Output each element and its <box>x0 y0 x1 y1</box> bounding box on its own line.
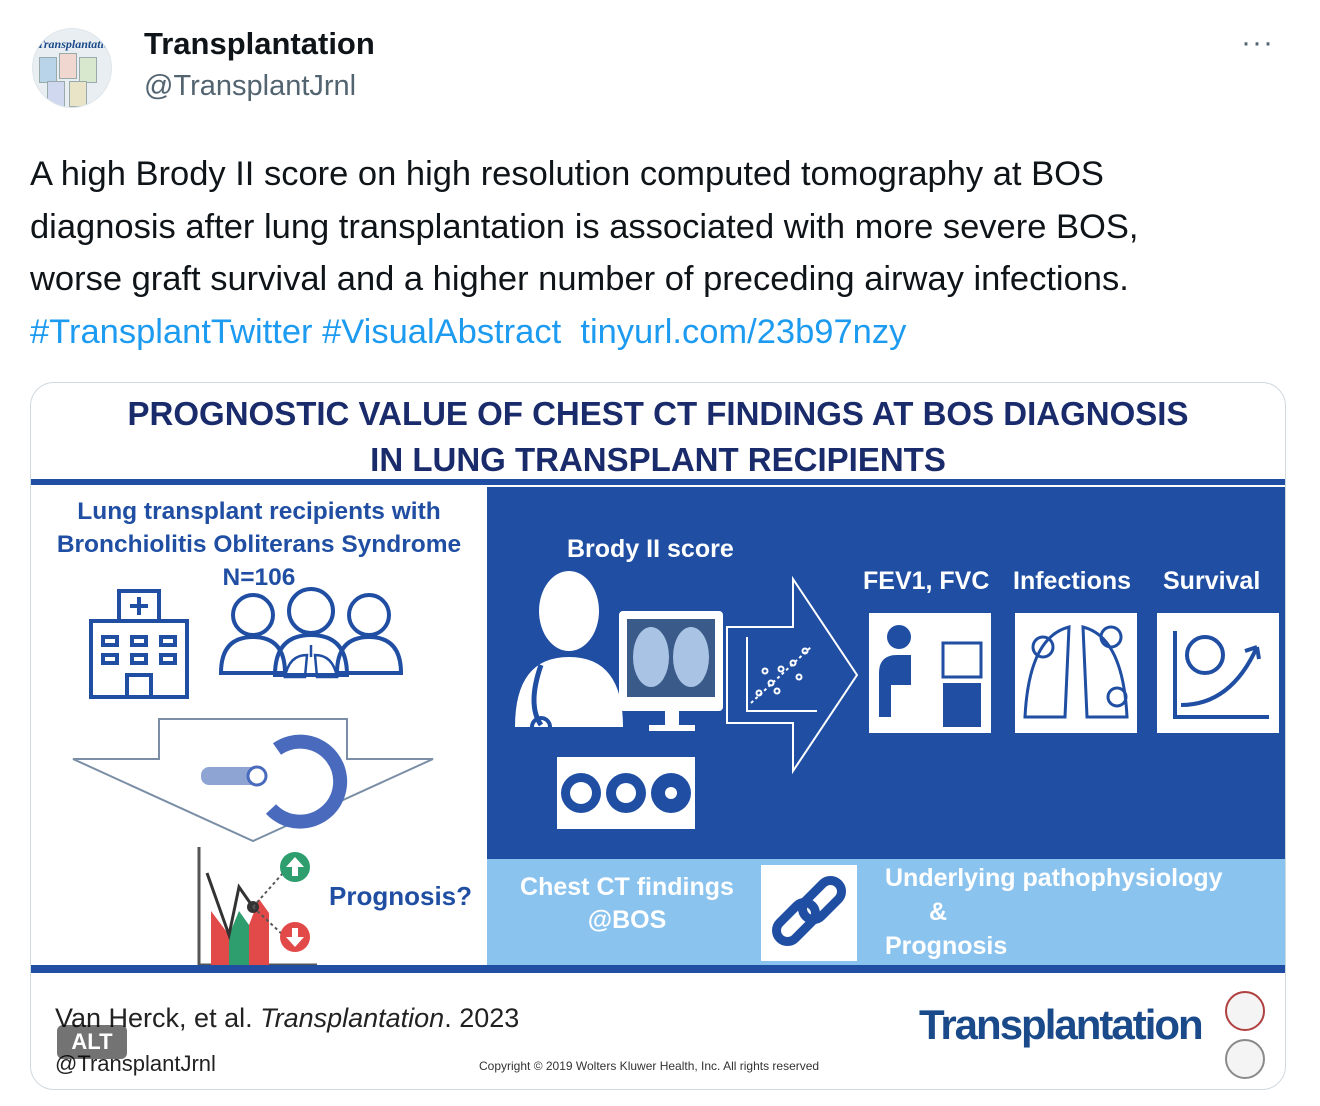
profile-avatar[interactable]: Transplantation <box>32 28 112 108</box>
population-count: N=106 <box>222 564 296 591</box>
citation: Van Herck, et al. Transplantation. 2023 <box>55 1003 519 1034</box>
abstract-title-line: IN LUNG TRANSPLANT RECIPIENTS <box>370 441 946 478</box>
population-line: Bronchiolitis Obliterans Syndrome <box>56 531 462 558</box>
population-heading: Lung transplant recipients with Bronchio… <box>31 495 487 594</box>
left-panel-graphics <box>72 587 434 965</box>
url-link[interactable]: tinyurl.com/23b97nzy <box>580 312 907 351</box>
visual-abstract-image[interactable]: PROGNOSTIC VALUE OF CHEST CT FINDINGS AT… <box>30 382 1286 1090</box>
ct-findings-label: Chest CT findings @BOS <box>517 873 737 935</box>
chain-link-icon <box>761 865 857 961</box>
lungs-icon <box>283 645 339 679</box>
brody-label: Brody II score <box>567 535 734 563</box>
author-display-name[interactable]: Transplantation <box>144 26 375 61</box>
author-handle[interactable]: @TransplantJrnl <box>144 70 357 102</box>
copyright-text: Copyright © 2019 Wolters Kluwer Health, … <box>479 1059 820 1073</box>
abstract-title: PROGNOSTIC VALUE OF CHEST CT FINDINGS AT… <box>31 391 1285 483</box>
conclusion-band: Chest CT findings @BOS Underlying pathop… <box>487 859 1285 965</box>
prognosis-label: Prognosis? <box>329 881 473 911</box>
society-seal-icon <box>1225 1039 1265 1079</box>
conclusion-line: Prognosis <box>885 932 1008 960</box>
ct-slices-icon <box>557 757 695 829</box>
outcome-survival-label: Survival <box>1163 567 1261 595</box>
tweet-text-line: diagnosis after lung transplantation is … <box>30 207 1139 246</box>
hashtag-link[interactable]: #TransplantTwitter <box>30 312 313 351</box>
avatar-cover-thumb <box>39 57 57 83</box>
people-icon <box>218 587 404 677</box>
conclusion-line: & <box>929 898 948 926</box>
right-arrow-icon <box>726 575 859 775</box>
avatar-cover-thumb <box>47 81 65 107</box>
tweet-text-line: worse graft survival and a higher number… <box>30 260 1129 298</box>
down-arrow-red-icon <box>280 922 310 952</box>
avatar-brand-text: Transplantation <box>37 37 112 51</box>
tweet-text-line: A high Brody II score on high resolution… <box>30 155 1104 193</box>
doctor-icon <box>515 571 623 738</box>
ct-scanner-icon <box>201 734 348 829</box>
methods-panel: Brody II score FEV1, FVC Infections Surv… <box>487 487 1285 859</box>
avatar-cover-thumb <box>59 53 77 79</box>
population-line: Lung transplant recipients with <box>77 498 441 525</box>
divider <box>31 479 1285 485</box>
tweet-text: A high Brody II score on high resolution… <box>30 148 1290 358</box>
chart-icon <box>197 847 317 965</box>
methods-graphics <box>515 571 1279 829</box>
scatter-icon <box>746 637 817 712</box>
left-panel: Lung transplant recipients with Bronchio… <box>31 487 487 965</box>
ct-findings-line: @BOS <box>587 906 667 934</box>
infected-lungs-icon <box>1015 613 1137 733</box>
citation-journal: Transplantation <box>260 1003 445 1033</box>
up-arrow-icon <box>280 852 310 882</box>
journal-seal-icon <box>1225 991 1265 1031</box>
citation-year: . 2023 <box>444 1003 520 1033</box>
ct-findings-line: Chest CT findings <box>520 873 734 901</box>
more-icon[interactable]: ··· <box>1241 26 1274 59</box>
avatar-cover-thumb <box>79 57 97 83</box>
monitor-icon <box>619 611 723 731</box>
skull-chart-icon <box>1157 613 1279 733</box>
outcome-fev-label: FEV1, FVC <box>863 567 990 595</box>
hashtag-link[interactable]: #VisualAbstract <box>322 312 562 351</box>
alt-badge[interactable]: ALT <box>57 1025 127 1059</box>
conclusion-line: Underlying pathophysiology <box>885 864 1223 892</box>
avatar-cover-thumb <box>69 81 87 107</box>
hospital-icon <box>89 589 189 699</box>
spirometry-icon <box>869 613 991 733</box>
outcome-infections-label: Infections <box>1013 567 1132 595</box>
abstract-title-line: PROGNOSTIC VALUE OF CHEST CT FINDINGS AT… <box>127 395 1189 432</box>
journal-logo: Transplantation <box>919 1001 1204 1048</box>
divider <box>31 965 1285 973</box>
tweet-links-line: #TransplantTwitter #VisualAbstract tinyu… <box>30 306 1290 359</box>
conclusion-label: Underlying pathophysiology & Prognosis <box>885 861 1223 963</box>
